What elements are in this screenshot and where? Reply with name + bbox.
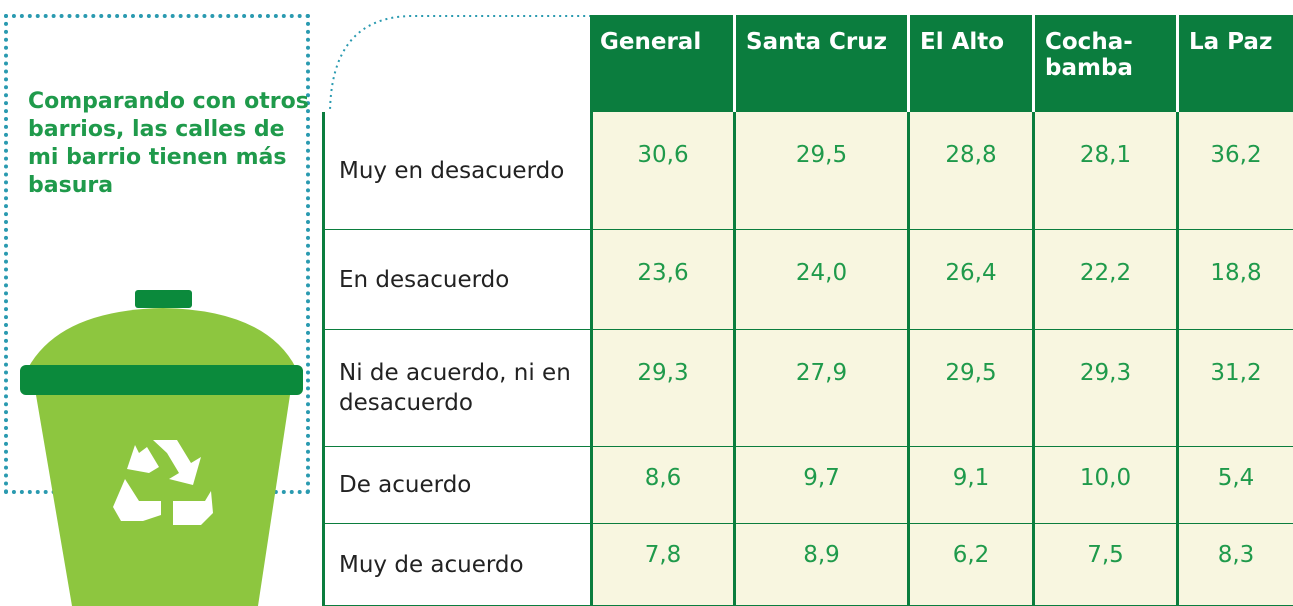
row-label: Muy en desacuerdo bbox=[322, 112, 590, 230]
table-cell: 8,3 bbox=[1176, 524, 1293, 606]
table-cell: 10,0 bbox=[1032, 447, 1176, 524]
table-cell: 36,2 bbox=[1176, 112, 1293, 230]
table-cell: 9,1 bbox=[907, 447, 1032, 524]
table-cell: 30,6 bbox=[590, 112, 733, 230]
table-cell: 7,8 bbox=[590, 524, 733, 606]
column-header: General bbox=[590, 15, 733, 112]
panel-border bbox=[4, 14, 310, 494]
table-cell: 24,0 bbox=[733, 230, 907, 330]
row-label: En desacuerdo bbox=[322, 230, 590, 330]
table-cell: 28,8 bbox=[907, 112, 1032, 230]
table-cell: 27,9 bbox=[733, 330, 907, 447]
trash-can-icon bbox=[20, 290, 303, 606]
table-cell: 22,2 bbox=[1032, 230, 1176, 330]
table-cell: 8,9 bbox=[733, 524, 907, 606]
table-cell: 8,6 bbox=[590, 447, 733, 524]
panel-title: Comparando con otros barrios, las calles… bbox=[28, 89, 309, 198]
table-cell: 26,4 bbox=[907, 230, 1032, 330]
column-header: Santa Cruz bbox=[733, 15, 907, 112]
table-cell: 31,2 bbox=[1176, 330, 1293, 447]
column-header: La Paz bbox=[1176, 15, 1293, 112]
table-cell: 18,8 bbox=[1176, 230, 1293, 330]
table-cell: 29,5 bbox=[907, 330, 1032, 447]
table-cell: 28,1 bbox=[1032, 112, 1176, 230]
table-cell: 29,3 bbox=[590, 330, 733, 447]
row-label: Muy de acuerdo bbox=[322, 524, 590, 606]
table-cell: 29,5 bbox=[733, 112, 907, 230]
column-header: El Alto bbox=[907, 15, 1032, 112]
table-cell: 6,2 bbox=[907, 524, 1032, 606]
table-cell: 7,5 bbox=[1032, 524, 1176, 606]
table-cell: 23,6 bbox=[590, 230, 733, 330]
table-cell: 9,7 bbox=[733, 447, 907, 524]
column-header: Cocha- bamba bbox=[1032, 15, 1176, 112]
row-label: Ni de acuerdo, ni en desacuerdo bbox=[322, 330, 590, 447]
row-label: De acuerdo bbox=[322, 447, 590, 524]
table-cell: 5,4 bbox=[1176, 447, 1293, 524]
table-cell: 29,3 bbox=[1032, 330, 1176, 447]
